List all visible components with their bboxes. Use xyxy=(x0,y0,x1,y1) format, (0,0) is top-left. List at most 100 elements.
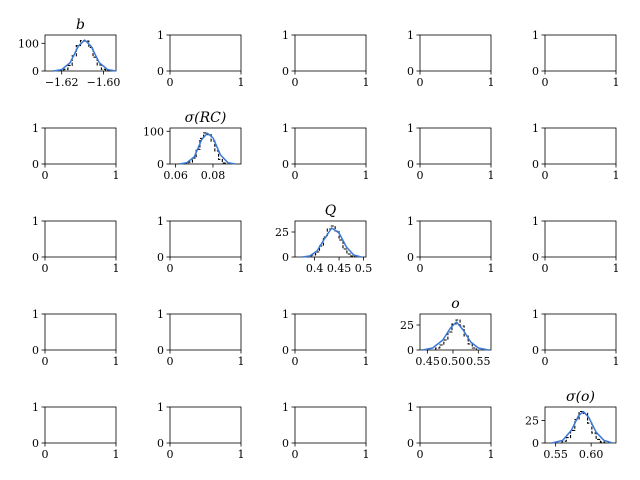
x-tick-label: 1 xyxy=(363,355,370,368)
subplot-r3-c0: 0 1 0 1 xyxy=(32,308,120,368)
y-tick-label: 1 xyxy=(32,401,39,414)
x-tick-label: 1 xyxy=(363,169,370,182)
y-tick-label: 0 xyxy=(32,158,39,171)
x-tick-label: 1 xyxy=(363,448,370,461)
subplot-r4-c2: 0 1 0 1 xyxy=(282,401,370,461)
axes-frame xyxy=(44,34,117,72)
y-tick-label: 0 xyxy=(282,437,289,450)
x-tick-label: 0 xyxy=(292,355,299,368)
axes-frame xyxy=(419,127,492,165)
x-tick-label: 0 xyxy=(167,262,174,275)
y-tick-label: 1 xyxy=(532,29,539,42)
x-tick-label: 1 xyxy=(488,76,495,89)
subplot-r0-c0: −1.62 −1.60 0 100 b xyxy=(18,17,120,89)
y-tick-label: 1 xyxy=(532,308,539,321)
y-tick-label: 25 xyxy=(400,319,414,332)
y-tick-label: 0 xyxy=(532,437,539,450)
subplot-r0-c4: 0 1 0 1 xyxy=(532,29,620,89)
subplot-r4-c0: 0 1 0 1 xyxy=(32,401,120,461)
x-tick-label: 0.5 xyxy=(355,262,373,275)
x-tick-label: 1 xyxy=(488,169,495,182)
axes-frame xyxy=(294,313,367,351)
y-tick-label: 1 xyxy=(32,308,39,321)
x-tick-label: 0 xyxy=(417,76,424,89)
y-tick-label: 0 xyxy=(32,437,39,450)
subplot-title: b xyxy=(76,17,85,33)
y-tick-label: 1 xyxy=(532,122,539,135)
x-tick-label: 0 xyxy=(292,169,299,182)
axes-frame xyxy=(169,313,242,351)
x-tick-label: 0 xyxy=(542,262,549,275)
subplot-r3-c4: 0 1 0 1 xyxy=(532,308,620,368)
y-tick-label: 1 xyxy=(282,401,289,414)
axes-frame xyxy=(294,220,367,258)
x-tick-label: 1 xyxy=(488,448,495,461)
x-tick-label: 1 xyxy=(238,448,245,461)
axes-frame xyxy=(44,406,117,444)
y-tick-label: 1 xyxy=(32,122,39,135)
axes-frame xyxy=(419,406,492,444)
density-curve xyxy=(551,410,613,444)
subplot-r2-c2: 0.4 0.45 0.5 0 25 Q xyxy=(275,203,372,275)
subplot-r2-c0: 0 1 0 1 xyxy=(32,215,120,275)
x-tick-label: 0 xyxy=(542,355,549,368)
subplot-r4-c1: 0 1 0 1 xyxy=(157,401,245,461)
subplot-r4-c4: 0.55 0.60 0 25 σ(o) xyxy=(525,389,617,461)
y-tick-label: 0 xyxy=(407,437,414,450)
x-tick-label: 0 xyxy=(292,448,299,461)
axes-frame xyxy=(544,220,617,258)
y-tick-label: 0 xyxy=(532,65,539,78)
x-tick-label: 1 xyxy=(613,76,620,89)
y-tick-label: 1 xyxy=(157,29,164,42)
y-tick-label: 0 xyxy=(532,158,539,171)
axes-frame xyxy=(294,34,367,72)
x-tick-label: 0 xyxy=(42,355,49,368)
x-tick-label: 1 xyxy=(488,262,495,275)
y-tick-label: 0 xyxy=(157,158,164,171)
subplot-title: σ(o) xyxy=(566,389,595,405)
x-tick-label: 0.55 xyxy=(466,355,491,368)
x-tick-label: 0.4 xyxy=(306,262,324,275)
y-tick-label: 0 xyxy=(407,344,414,357)
axes-frame xyxy=(544,34,617,72)
axes-frame xyxy=(44,127,117,165)
y-tick-label: 1 xyxy=(407,122,414,135)
y-tick-label: 25 xyxy=(275,226,289,239)
x-tick-label: 0.60 xyxy=(579,448,604,461)
x-tick-label: 0.08 xyxy=(201,169,226,182)
x-tick-label: 0.55 xyxy=(543,448,568,461)
x-tick-label: 0 xyxy=(417,169,424,182)
y-tick-label: 1 xyxy=(32,215,39,228)
y-tick-label: 25 xyxy=(525,415,539,428)
x-tick-label: 0 xyxy=(417,448,424,461)
y-tick-label: 0 xyxy=(407,65,414,78)
x-tick-label: 1 xyxy=(113,169,120,182)
x-tick-label: 0 xyxy=(417,262,424,275)
axes-frame xyxy=(44,220,117,258)
subplot-r2-c3: 0 1 0 1 xyxy=(407,215,495,275)
axes-frame xyxy=(419,313,492,351)
axes-frame xyxy=(169,127,242,165)
y-tick-label: 1 xyxy=(407,401,414,414)
x-tick-label: 0 xyxy=(167,355,174,368)
y-tick-label: 0 xyxy=(32,344,39,357)
axes-frame xyxy=(544,313,617,351)
axes-frame xyxy=(419,220,492,258)
x-tick-label: −1.60 xyxy=(87,76,121,89)
x-tick-label: 0.45 xyxy=(415,355,440,368)
x-tick-label: 1 xyxy=(113,262,120,275)
x-tick-label: 0 xyxy=(292,76,299,89)
density-curve xyxy=(179,132,236,165)
histogram-series xyxy=(561,410,606,443)
y-tick-label: 0 xyxy=(407,251,414,264)
y-tick-label: 1 xyxy=(407,215,414,228)
y-tick-label: 0 xyxy=(532,251,539,264)
x-tick-label: 0 xyxy=(42,262,49,275)
subplot-r1-c4: 0 1 0 1 xyxy=(532,122,620,182)
subplot-r3-c1: 0 1 0 1 xyxy=(157,308,245,368)
subplot-r0-c2: 0 1 0 1 xyxy=(282,29,370,89)
subplot-title: Q xyxy=(325,203,337,219)
density-curve xyxy=(302,227,362,258)
subplot-r2-c4: 0 1 0 1 xyxy=(532,215,620,275)
